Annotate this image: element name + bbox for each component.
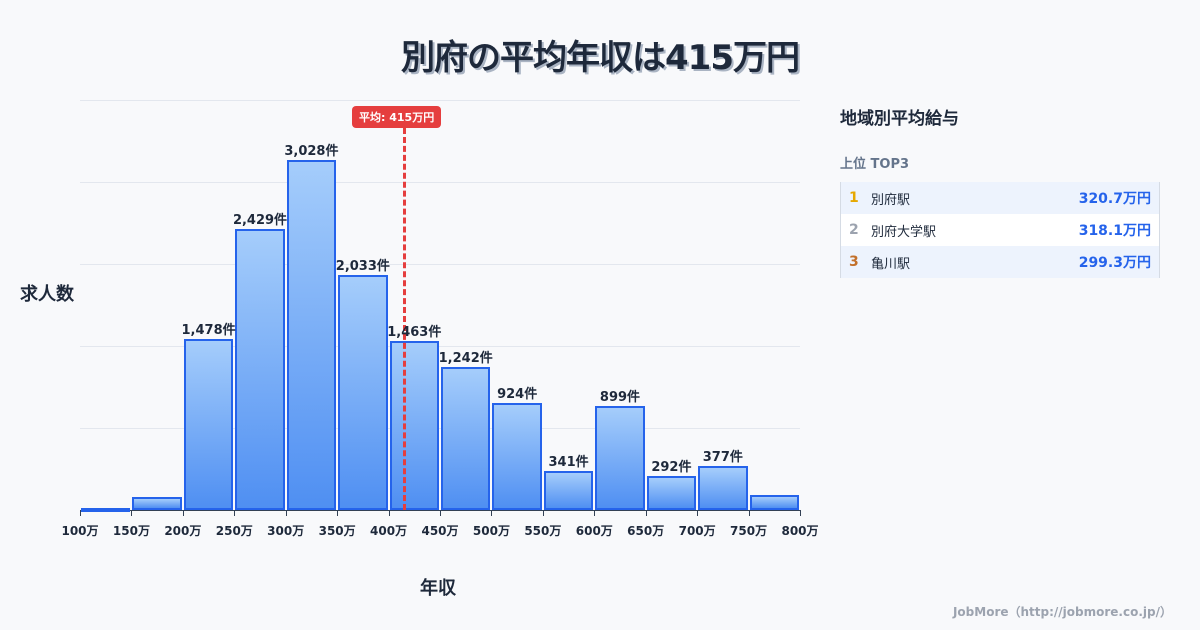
- bar-value-label: 899件: [599, 390, 641, 406]
- x-tick-label: 150万: [112, 524, 150, 538]
- x-tick: [697, 510, 699, 516]
- x-tick-label: 200万: [164, 524, 202, 538]
- x-axis-label: 年収: [420, 578, 456, 599]
- x-tick-label: 300万: [267, 524, 305, 538]
- x-tick: [337, 510, 339, 516]
- x-tick-label: 750万: [730, 524, 768, 538]
- x-tick: [440, 510, 441, 516]
- histogram-bar: [492, 403, 542, 510]
- regional-salary-panel: 地域別平均給与 上位 TOP3 1 別府駅 320.7万円 2 別府大学駅 31…: [840, 100, 1160, 278]
- x-tick-label: 600万: [575, 524, 613, 538]
- x-tick-label: 550万: [524, 524, 562, 538]
- panel-title: 地域別平均給与: [840, 109, 959, 129]
- rank-row: 1 別府駅 320.7万円: [841, 182, 1159, 214]
- histogram-bar: [389, 341, 439, 510]
- salary-value: 320.7万円: [1078, 191, 1151, 207]
- average-badge: 平均: 415万円: [352, 106, 442, 128]
- rank-row: 3 亀川駅 299.3万円: [841, 246, 1159, 278]
- histogram-bar: [646, 476, 697, 510]
- histogram-bar: [81, 508, 131, 512]
- x-tick: [182, 510, 184, 516]
- histogram-bar: [235, 229, 285, 510]
- bar-value-label: 341件: [548, 454, 589, 470]
- histogram-bar: [698, 466, 748, 510]
- gridline: [80, 100, 800, 101]
- bar-value-label: 1,478件: [181, 323, 236, 339]
- x-tick: [800, 510, 801, 516]
- histogram-bar: [749, 494, 799, 510]
- x-tick: [542, 510, 544, 516]
- x-tick: [645, 510, 647, 516]
- histogram-bar: [543, 470, 594, 510]
- bar-value-label: 3,028件: [284, 144, 339, 160]
- average-line: [403, 128, 406, 510]
- footer-credit: JobMore（http://jobmore.co.jp/）: [952, 605, 1172, 619]
- panel-subtitle: 上位 TOP3: [840, 157, 910, 172]
- x-tick: [285, 510, 287, 516]
- x-tick-label: 500万: [472, 524, 510, 538]
- histogram-bar: [338, 275, 388, 510]
- x-tick-label: 700万: [678, 524, 716, 538]
- rank-row: 2 別府大学駅 318.1万円: [841, 214, 1159, 246]
- x-tick: [234, 510, 236, 516]
- histogram-bar: [441, 366, 491, 510]
- rank-number: 2: [849, 222, 859, 238]
- histogram-bar: [183, 339, 234, 510]
- rank-list: 1 別府駅 320.7万円 2 別府大学駅 318.1万円 3 亀川駅 299.…: [840, 182, 1160, 278]
- gridline: [80, 182, 800, 183]
- rank-number: 1: [849, 190, 859, 206]
- bar-value-label: 292件: [651, 460, 692, 476]
- x-tick-label: 250万: [215, 524, 253, 538]
- histogram-bar: [132, 496, 182, 510]
- bar-value-label: 377件: [702, 450, 743, 466]
- x-tick: [594, 510, 596, 516]
- x-tick-label: 450万: [421, 524, 459, 538]
- histogram-bar: [595, 406, 645, 510]
- histogram-chart: 求人数 年収 平均: 415万円 1,478件 2,429件 3,028件 2,033…: [20, 100, 819, 599]
- x-tick: [491, 510, 493, 516]
- x-tick: [748, 510, 750, 516]
- page-title: 別府の平均年収は415万円: [401, 38, 800, 78]
- x-tick-label: 650万: [627, 524, 665, 538]
- bar-value-label: 1,242件: [438, 350, 493, 366]
- rank-number: 3: [849, 254, 859, 270]
- x-tick-label: 350万: [318, 524, 356, 538]
- x-tick: [388, 510, 390, 516]
- x-tick-label: 100万: [61, 524, 99, 538]
- gridline: [80, 346, 800, 347]
- station-name: 別府大学駅: [871, 224, 937, 240]
- bar-value-label: 924件: [497, 387, 538, 403]
- salary-value: 318.1万円: [1078, 223, 1151, 239]
- x-tick-label: 800万: [781, 524, 819, 538]
- station-name: 別府駅: [871, 192, 911, 208]
- bar-value-label: 2,033件: [335, 259, 390, 275]
- bar-value-label: 2,429件: [232, 213, 288, 229]
- gridline: [80, 264, 800, 265]
- gridline: [80, 428, 800, 429]
- histogram-bar: [286, 160, 337, 510]
- bar-value-label: 1,463件: [387, 325, 442, 341]
- station-name: 亀川駅: [871, 256, 911, 272]
- x-tick: [131, 510, 133, 516]
- x-tick-label: 400万: [370, 524, 408, 538]
- x-tick: [80, 510, 81, 516]
- y-axis-label: 求人数: [20, 284, 74, 305]
- salary-value: 299.3万円: [1078, 255, 1151, 271]
